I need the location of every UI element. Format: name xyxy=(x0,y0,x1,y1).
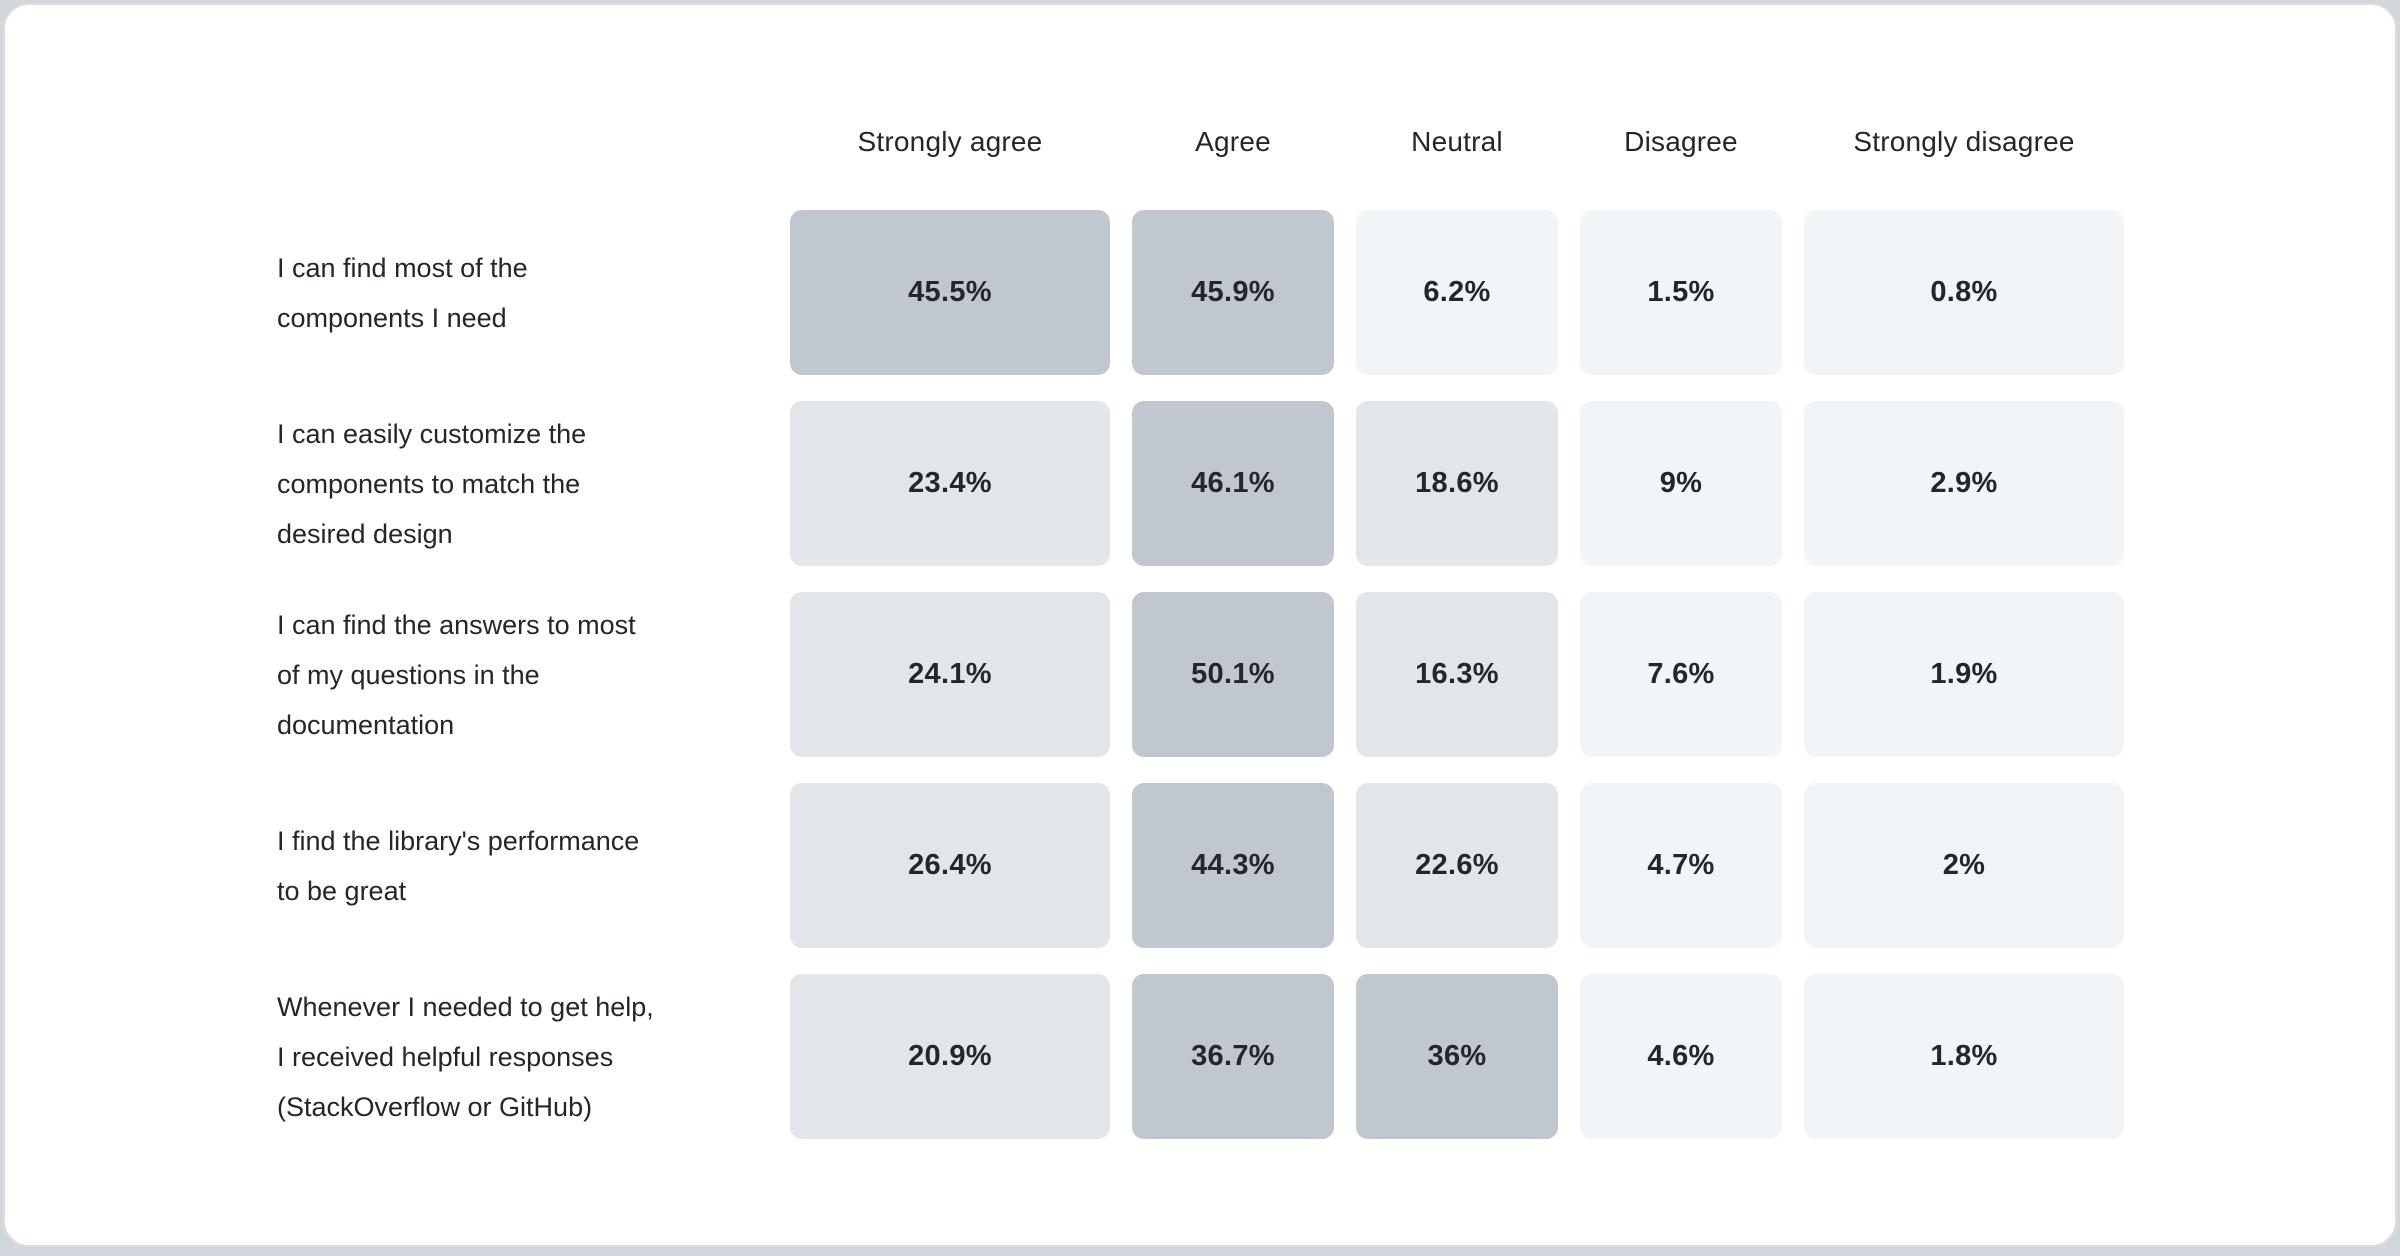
heatmap-cell: 4.7% xyxy=(1580,783,1782,948)
column-header-strongly-agree: Strongly agree xyxy=(857,126,1043,157)
heatmap-cell: 45.5% xyxy=(790,210,1110,375)
heatmap-cell: 24.1% xyxy=(790,592,1110,757)
survey-heatmap: Strongly agree Agree Neutral Disagree St… xyxy=(277,100,2124,1139)
heatmap-cell: 45.9% xyxy=(1132,210,1334,375)
row-label-helpful-responses: Whenever I needed to get help, I receive… xyxy=(277,991,654,1122)
heatmap-cell: 44.3% xyxy=(1132,783,1334,948)
heatmap-cell: 2% xyxy=(1804,783,2124,948)
heatmap-cell: 1.5% xyxy=(1580,210,1782,375)
heatmap-cell: 2.9% xyxy=(1804,401,2124,566)
heatmap-cell: 4.6% xyxy=(1580,974,1782,1139)
heatmap-cell: 20.9% xyxy=(790,974,1110,1139)
heatmap-cell: 1.8% xyxy=(1804,974,2124,1139)
column-header-agree: Agree xyxy=(1195,126,1271,157)
row-label-find-components: I can find most of the components I need xyxy=(277,252,528,333)
heatmap-cell: 1.9% xyxy=(1804,592,2124,757)
heatmap-cell: 6.2% xyxy=(1356,210,1558,375)
column-header-disagree: Disagree xyxy=(1624,126,1738,157)
heatmap-cell: 46.1% xyxy=(1132,401,1334,566)
heatmap-cell: 0.8% xyxy=(1804,210,2124,375)
heatmap-cell: 23.4% xyxy=(790,401,1110,566)
heatmap-cell: 36% xyxy=(1356,974,1558,1139)
row-label-library-performance: I find the library's performance to be g… xyxy=(277,825,640,906)
column-header-strongly-disagree: Strongly disagree xyxy=(1853,126,2075,157)
heatmap-cell: 36.7% xyxy=(1132,974,1334,1139)
heatmap-cell: 9% xyxy=(1580,401,1782,566)
row-label-customize-components: I can easily customize the components to… xyxy=(277,418,587,549)
heatmap-cell: 26.4% xyxy=(790,783,1110,948)
heatmap-cell: 18.6% xyxy=(1356,401,1558,566)
heatmap-cell: 7.6% xyxy=(1580,592,1782,757)
survey-results-card: Strongly agree Agree Neutral Disagree St… xyxy=(3,3,2397,1247)
heatmap-cell: 22.6% xyxy=(1356,783,1558,948)
header-corner-spacer xyxy=(277,100,768,184)
row-label-documentation-answers: I can find the answers to most of my que… xyxy=(277,609,636,740)
column-header-neutral: Neutral xyxy=(1411,126,1503,157)
heatmap-cell: 50.1% xyxy=(1132,592,1334,757)
heatmap-cell: 16.3% xyxy=(1356,592,1558,757)
